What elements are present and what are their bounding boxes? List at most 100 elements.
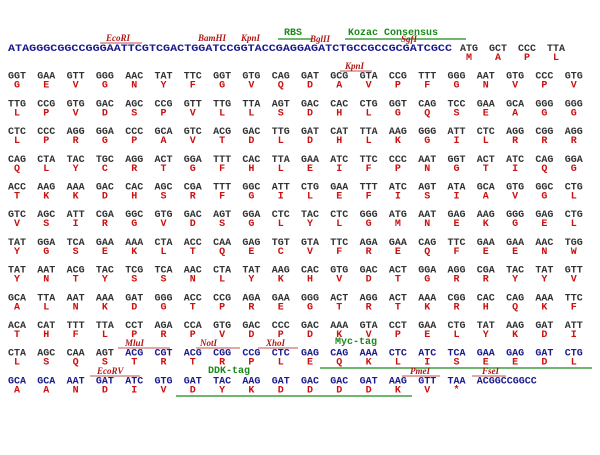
amino-acid: P [395, 81, 401, 92]
codon: TTA [37, 293, 55, 304]
codon: CGT [155, 349, 173, 360]
amino-acid: I [395, 192, 401, 203]
codon: GCA [8, 293, 26, 304]
amino-acid: R [541, 136, 547, 147]
codon: AAG [37, 183, 55, 194]
amino-acid: I [454, 192, 460, 203]
codon: AGT [272, 99, 290, 110]
amino-acid: R [161, 358, 167, 369]
codon: GGA [565, 155, 583, 166]
codon: TAC [67, 155, 85, 166]
amino-acid: L [219, 275, 225, 286]
amino-acid: K [102, 302, 108, 313]
amino-acid: A [14, 302, 20, 313]
codon: CCC [37, 127, 55, 138]
codon: ACC [184, 293, 202, 304]
codon: AAT [67, 376, 85, 387]
codon: TAT [8, 238, 26, 249]
codon: GAC [360, 266, 378, 277]
codon: CCG [213, 293, 231, 304]
codon: TAC [96, 266, 114, 277]
amino-acid: D [102, 385, 108, 396]
amino-acid: P [278, 330, 284, 341]
codon: AGT [96, 349, 114, 360]
codon: AGT [213, 210, 231, 221]
amino-acid: V [190, 136, 196, 147]
amino-acid: H [336, 108, 342, 119]
amino-acid: F [73, 330, 79, 341]
amino-acid: Q [336, 358, 342, 369]
amino-acid: A [495, 53, 501, 64]
amino-acid: G [248, 219, 254, 230]
amino-acid: I [571, 330, 577, 341]
amino-acid: D [541, 330, 547, 341]
amino-acid: H [43, 330, 49, 341]
amino-acid: E [395, 247, 401, 258]
amino-acid: N [43, 275, 49, 286]
amino-acid: L [14, 358, 20, 369]
codon: CCG [155, 99, 173, 110]
amino-acid: V [512, 192, 518, 203]
codon: TTA [360, 127, 378, 138]
amino-acid: K [73, 192, 79, 203]
amino-acid: R [366, 302, 372, 313]
amino-acid: G [424, 275, 430, 286]
codon: TTC [448, 238, 466, 249]
amino-acid: P [43, 136, 49, 147]
codon: AGA [155, 321, 173, 332]
amino-acid: H [307, 275, 313, 286]
amino-acid: Q [424, 247, 430, 258]
amino-acid: V [336, 275, 342, 286]
amino-acid: Q [14, 164, 20, 175]
codon: ACC [8, 183, 26, 194]
amino-acid: T [14, 192, 20, 203]
codon: GGG [565, 99, 583, 110]
codon: GTA [360, 72, 378, 83]
codon: AGC [37, 349, 55, 360]
codon: GCA [155, 127, 173, 138]
amino-acid: P [395, 330, 401, 341]
amino-acid: K [483, 219, 489, 230]
codon: TCA [67, 238, 85, 249]
codon: CTG [301, 183, 319, 194]
amino-acid: L [14, 136, 20, 147]
amino-acid: E [424, 330, 430, 341]
codon: AAT [37, 266, 55, 277]
amino-acid: Y [248, 275, 254, 286]
codon: ACT [389, 293, 407, 304]
amino-acid: K [248, 385, 254, 396]
codon: TTT [213, 183, 231, 194]
codon: AAA [96, 293, 114, 304]
amino-acid: P [131, 330, 137, 341]
amino-acid: T [483, 164, 489, 175]
codon: CTA [8, 349, 26, 360]
codon: GTG [506, 183, 524, 194]
amino-acid: H [336, 136, 342, 147]
amino-acid: G [541, 108, 547, 119]
codon: CTC [477, 127, 495, 138]
amino-acid: I [336, 164, 342, 175]
codon: AGG [565, 127, 583, 138]
codon: TTC [184, 72, 202, 83]
codon: GCA [506, 99, 524, 110]
codon: GGA [37, 238, 55, 249]
amino-acid: A [161, 136, 167, 147]
codon: GGC [125, 210, 143, 221]
amino-acid: N [73, 385, 79, 396]
amino-acid: G [14, 81, 20, 92]
enzyme-label: XhoI [265, 338, 286, 348]
codon: TGG [565, 238, 583, 249]
amino-acid: D [541, 358, 547, 369]
amino-acid: E [512, 247, 518, 258]
codon: TAT [242, 266, 260, 277]
amino-acid: F [366, 192, 372, 203]
codon: GGA [184, 155, 202, 166]
amino-acid: E [307, 358, 313, 369]
amino-acid: T [190, 247, 196, 258]
amino-acid: N [424, 164, 430, 175]
codon: ATG [460, 44, 478, 55]
amino-acid: G [219, 81, 225, 92]
amino-acid: L [43, 302, 49, 313]
codon: AGA [360, 238, 378, 249]
